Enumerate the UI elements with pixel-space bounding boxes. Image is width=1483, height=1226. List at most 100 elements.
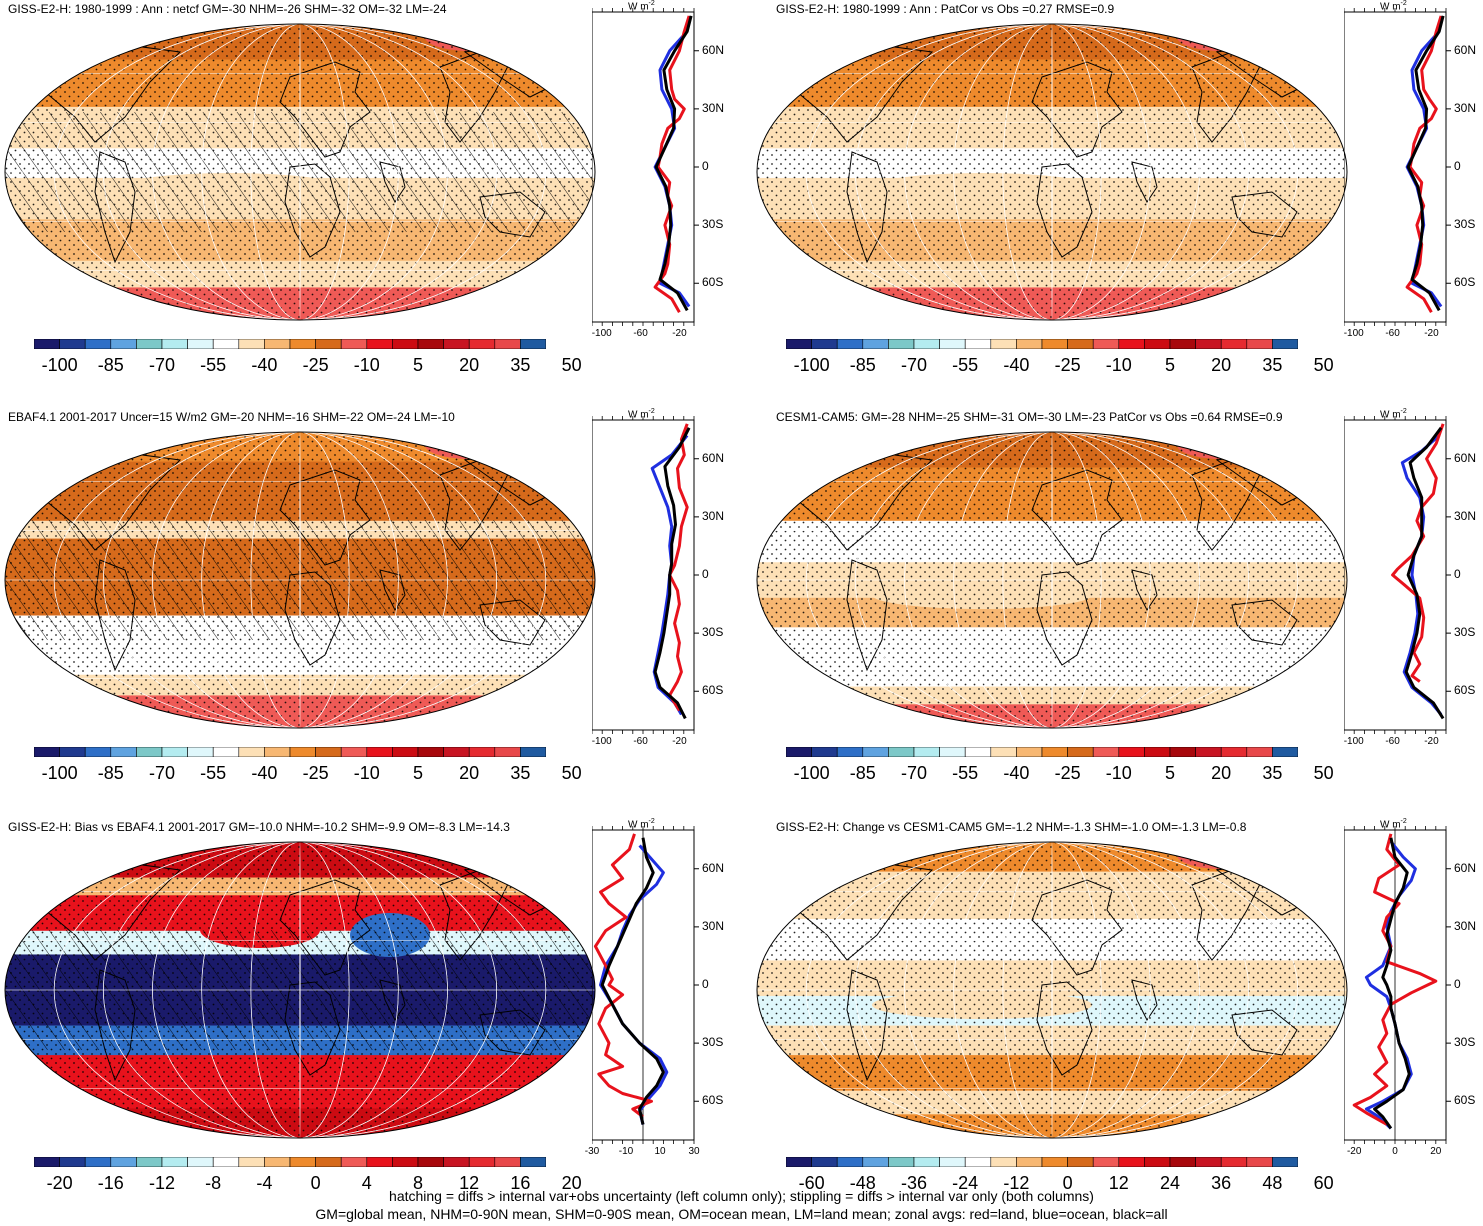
colorbar-label: -55 (952, 355, 979, 375)
colorbar-label: -4 (256, 1173, 273, 1193)
lat-label: 30N (702, 918, 725, 933)
colorbar-labels: -100 -85 -70 -55 -40 -25 -10 5 20 35 50 (786, 355, 1334, 379)
colorbar-labels: -60 -48 -36 -24 -12 0 12 24 36 48 60 (786, 1173, 1334, 1197)
colorbar-swatch (1220, 1157, 1248, 1167)
colorbar-labels: -100 -85 -70 -55 -40 -25 -10 5 20 35 50 (786, 763, 1334, 787)
colorbar-swatch (964, 339, 992, 349)
colorbar-label: 35 (510, 763, 531, 783)
zonal-axes (592, 8, 699, 326)
colorbar-swatch (238, 1157, 265, 1167)
map-border (756, 841, 1348, 1139)
colorbar-swatch (862, 339, 889, 349)
zonal-units: W m-2 (1380, 818, 1407, 831)
graticule-lon (299, 432, 301, 728)
lat-label: 30N (1454, 508, 1477, 523)
colorbar-swatch (468, 339, 496, 349)
colorbar-swatch (1195, 747, 1222, 757)
colorbar-label: -55 (200, 763, 227, 783)
colorbar-label: -10 (353, 355, 380, 375)
coastline (1031, 61, 1123, 158)
colorbar-swatch (1144, 339, 1171, 349)
colorbar-swatch (1041, 747, 1068, 757)
colorbar-label: -16 (97, 1173, 124, 1193)
colorbar-label: -40 (251, 355, 278, 375)
graticule-lon (250, 432, 350, 728)
panel-title: GISS-E2-H: Change vs CESM1-CAM5 GM=-1.2 … (776, 820, 1247, 834)
all-zonal-line (600, 837, 665, 1125)
ocean-zonal-line (599, 844, 669, 1125)
colorbar-swatch (888, 339, 915, 349)
colorbar-label: 50 (1313, 355, 1334, 375)
lat-label: 60N (702, 860, 725, 875)
colorbar-swatch (161, 1157, 188, 1167)
all-zonal-line (654, 15, 693, 312)
map-plot (756, 23, 1348, 321)
colorbar-swatch (913, 1157, 940, 1167)
colorbar-label: 20 (459, 763, 480, 783)
colorbar-swatch (110, 1157, 137, 1167)
colorbar-swatch (494, 339, 521, 349)
graticule-lon (53, 432, 547, 728)
graticule-lon (1051, 24, 1053, 320)
colorbar-label: -12 (148, 1173, 176, 1193)
zonal-units: W m-2 (628, 0, 655, 13)
colorbar-label: -70 (900, 355, 928, 375)
colorbar-label: 35 (1262, 355, 1283, 375)
zonal-axes (1344, 8, 1451, 326)
colorbar-swatch (289, 747, 316, 757)
lat-label: 60S (702, 275, 724, 290)
zonal-mean-plot: 60N 30N 0 30S 60S -20 0 20 W m-2 (1344, 818, 1483, 1166)
colorbar-swatch (468, 747, 496, 757)
colorbar-label: -10 (353, 763, 380, 783)
colorbar-swatch (1144, 747, 1171, 757)
colorbar-swatch (238, 747, 265, 757)
colorbar-swatch (34, 339, 60, 349)
colorbar-swatch (59, 339, 86, 349)
graticule-lon (1002, 24, 1102, 320)
colorbar-swatch (264, 1157, 291, 1167)
value-tick-label: -60 (633, 328, 648, 339)
colorbar-label: -55 (200, 355, 227, 375)
legend-hatching: hatching = diffs > internal var+obs unce… (389, 1188, 1094, 1204)
graticule-lon (805, 24, 1299, 320)
zonal-units: W m-2 (1380, 0, 1407, 13)
graticule-lon (152, 432, 448, 728)
colorbar-swatch (212, 747, 240, 757)
colorbar-label: -40 (251, 763, 278, 783)
colorbar-swatch (315, 747, 342, 757)
colorbar-label: 60 (1313, 1173, 1334, 1193)
colorbar (34, 747, 546, 757)
colorbar-swatch (520, 747, 546, 757)
all-zonal-line (1404, 426, 1445, 720)
zonal-axes (592, 826, 699, 1144)
colorbar-label: -85 (849, 763, 876, 783)
colorbar-swatch (888, 747, 915, 757)
value-tick-label: 10 (654, 1146, 666, 1157)
all-zonal-line (653, 427, 691, 720)
lat-label: 60S (1454, 1093, 1476, 1108)
colorbar-swatch (494, 1157, 521, 1167)
colorbar-swatch (1272, 1157, 1298, 1167)
colorbar-swatch (939, 747, 966, 757)
panel-title: CESM1-CAM5: GM=-28 NHM=-25 SHM=-31 OM=-3… (776, 410, 1283, 424)
zonal-mean-plot: 60N 30N 0 30S 60S -30 -10 10 30 W m-2 (585, 818, 742, 1166)
colorbar-swatch (161, 339, 188, 349)
colorbar-swatch (34, 1157, 60, 1167)
colorbar-swatch (443, 1157, 470, 1167)
coastline (379, 569, 406, 611)
colorbar-label: 50 (561, 763, 582, 783)
zonal-frame (1344, 11, 1447, 323)
lat-label: 60N (1454, 42, 1477, 57)
lat-label: 60N (1454, 860, 1477, 875)
coastline (284, 163, 341, 258)
colorbar-swatch (84, 1157, 112, 1167)
colorbar-label: -36 (900, 1173, 928, 1193)
coastline (284, 981, 341, 1076)
colorbar-label: -100 (41, 355, 78, 375)
colorbar-swatch (1246, 339, 1273, 349)
colorbar-swatch (315, 339, 342, 349)
zonal-mean-plot: 60N 30N 0 30S 60S -100 -60 -20 W m-2 (1344, 408, 1483, 756)
land-zonal-line (1391, 423, 1445, 683)
graticule-lon (102, 24, 498, 320)
graticule-lon (102, 432, 498, 728)
